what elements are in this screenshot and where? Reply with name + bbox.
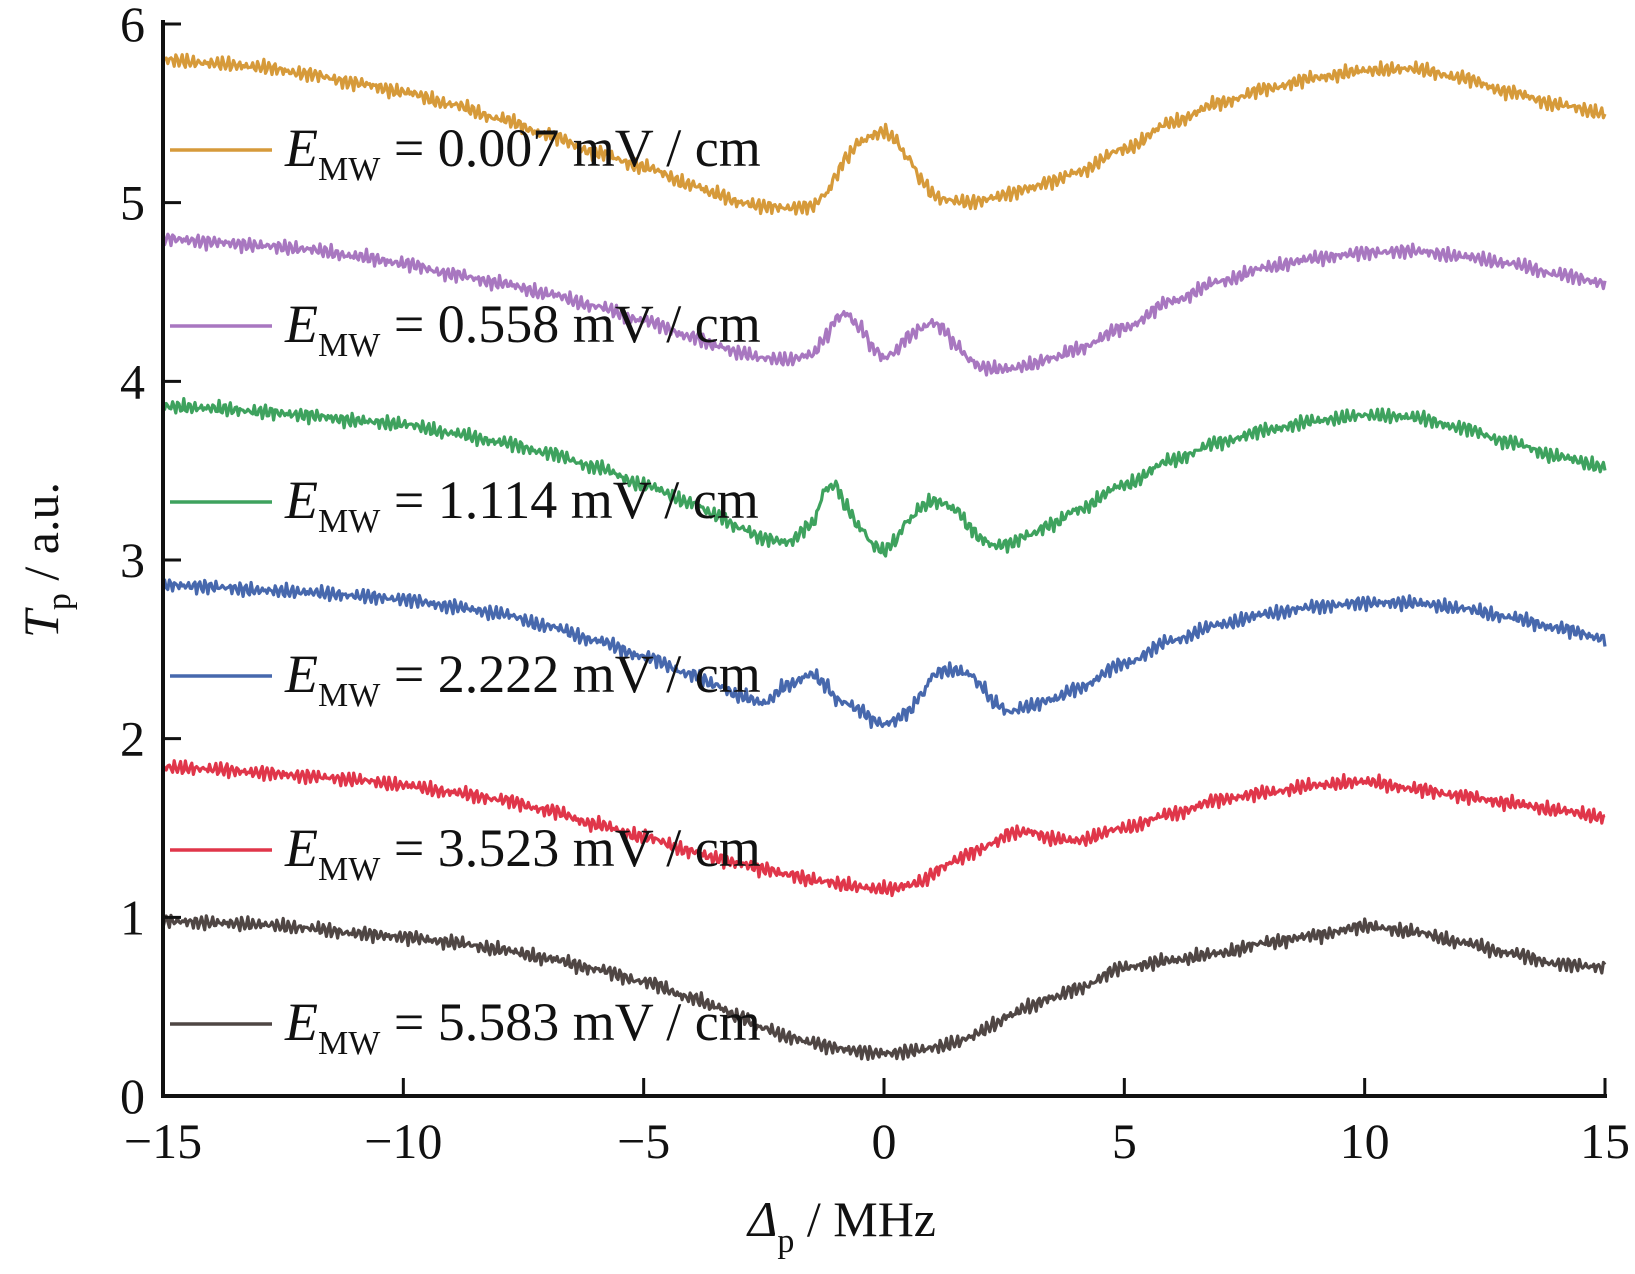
x-tick-label: 15 <box>1580 1113 1630 1169</box>
legend-value: = 3.523 mV / cm <box>380 818 760 878</box>
y-tick-label: 5 <box>120 175 145 231</box>
x-tick-label: −5 <box>617 1113 670 1169</box>
x-tick-label: 0 <box>872 1113 897 1169</box>
series-line-2 <box>161 231 1607 377</box>
x-tick-label: −10 <box>364 1113 442 1169</box>
series-line-6 <box>161 913 1607 1061</box>
legend-subscript: MW <box>318 851 381 888</box>
legend-item: EMW = 3.523 mV / cm <box>170 818 761 888</box>
series-line-5 <box>161 759 1606 898</box>
y-axis-unit: / a.u. <box>13 482 69 593</box>
series-layer <box>161 52 1607 1061</box>
legend-value: = 5.583 mV / cm <box>380 992 760 1052</box>
y-axis-symbol: T <box>13 607 69 638</box>
legend-item: EMW = 5.583 mV / cm <box>170 992 761 1062</box>
y-tick-label: 0 <box>120 1068 145 1124</box>
legend-label: EMW = 1.114 mV / cm <box>284 470 759 540</box>
y-tick-label: 6 <box>120 0 145 52</box>
legend-item: EMW = 0.007 mV / cm <box>170 118 761 188</box>
legend-item: EMW = 2.222 mV / cm <box>170 644 761 714</box>
legend-symbol: E <box>284 118 318 178</box>
legend-item: EMW = 0.558 mV / cm <box>170 294 761 364</box>
svg-text:Δp / MHz: Δp / MHz <box>746 1191 936 1260</box>
legend-label: EMW = 3.523 mV / cm <box>284 818 761 888</box>
legend-subscript: MW <box>318 1025 381 1062</box>
x-axis-title: Δp / MHz <box>746 1191 936 1260</box>
legend-subscript: MW <box>318 677 381 714</box>
axes: −15 −10 −5 0 5 10 15 0 1 2 3 4 5 6 <box>120 0 1630 1169</box>
x-axis-unit: / MHz <box>794 1191 936 1247</box>
legend-item: EMW = 1.114 mV / cm <box>170 470 759 540</box>
legend-symbol: E <box>284 294 318 354</box>
x-axis-subscript: p <box>777 1223 794 1260</box>
legend-label: EMW = 5.583 mV / cm <box>284 992 761 1062</box>
legend-symbol: E <box>284 470 318 530</box>
y-tick-label: 3 <box>120 532 145 588</box>
svg-text:Tp / a.u.: Tp / a.u. <box>13 482 78 638</box>
series-line-3 <box>161 397 1607 558</box>
legend-subscript: MW <box>318 503 381 540</box>
legend-value: = 0.558 mV / cm <box>380 294 760 354</box>
series-line-1 <box>162 52 1607 216</box>
legend-label: EMW = 2.222 mV / cm <box>284 644 761 714</box>
legend-subscript: MW <box>318 151 381 188</box>
x-tick-label: 5 <box>1112 1113 1137 1169</box>
legend-value: = 0.007 mV / cm <box>380 118 760 178</box>
y-tick-label: 1 <box>120 889 145 945</box>
legend-subscript: MW <box>318 327 381 364</box>
legend-value: = 1.114 mV / cm <box>380 470 758 530</box>
legend-value: = 2.222 mV / cm <box>380 644 760 704</box>
series-line-4 <box>161 578 1607 729</box>
legend-symbol: E <box>284 992 318 1052</box>
x-tick-label: 10 <box>1340 1113 1390 1169</box>
legend-symbol: E <box>284 818 318 878</box>
y-axis-title: Tp / a.u. <box>13 482 78 638</box>
legend-label: EMW = 0.558 mV / cm <box>284 294 761 364</box>
x-axis-symbol: Δ <box>746 1191 777 1247</box>
x-tick-label: −15 <box>124 1113 202 1169</box>
legend-label: EMW = 0.007 mV / cm <box>284 118 761 188</box>
y-tick-label: 4 <box>120 353 145 409</box>
legend-symbol: E <box>284 644 318 704</box>
y-tick-label: 2 <box>120 711 145 767</box>
y-axis-subscript: p <box>41 593 78 610</box>
